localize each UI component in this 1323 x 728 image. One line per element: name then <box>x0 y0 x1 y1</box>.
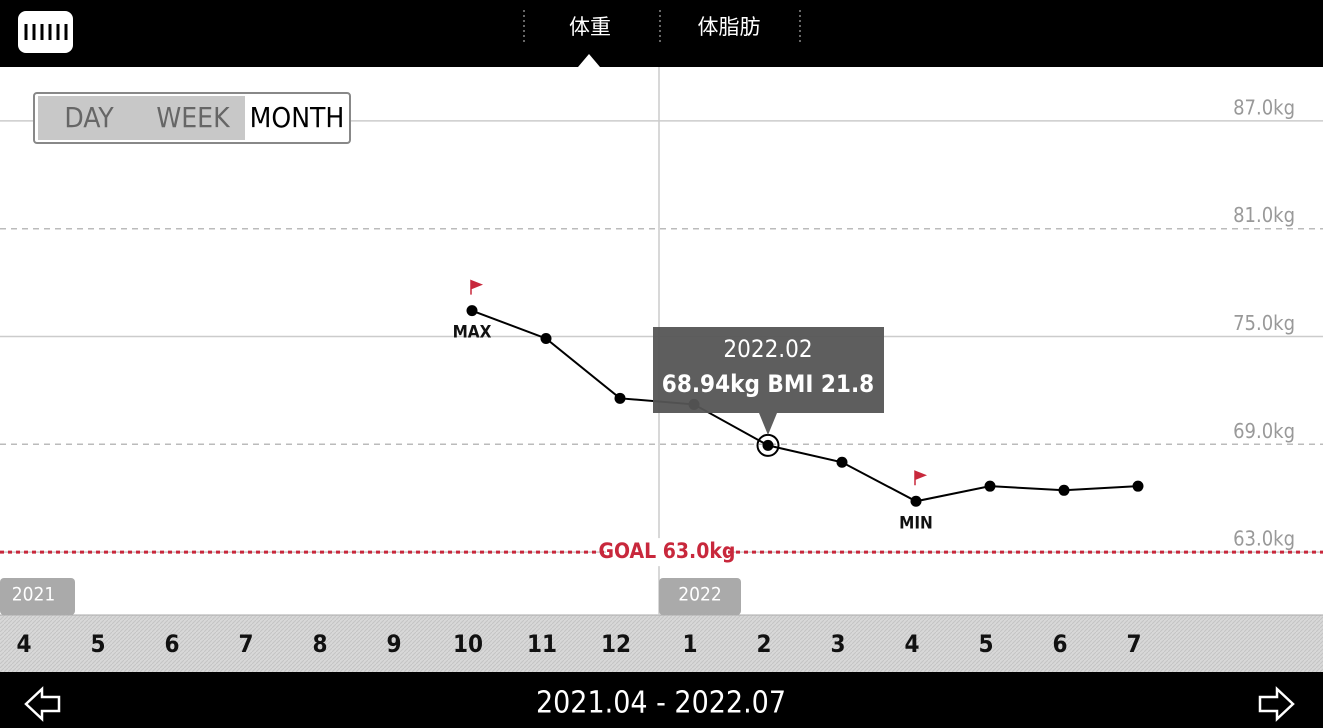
data-point <box>1058 484 1070 496</box>
app-icon[interactable] <box>18 11 73 53</box>
data-point <box>910 495 922 507</box>
prev-arrow[interactable] <box>24 686 61 722</box>
x-tick-label: 11 <box>527 630 557 658</box>
y-tick-label: 69.0kg <box>1233 419 1295 443</box>
x-tick-label: 7 <box>1126 630 1141 658</box>
footer-bar <box>0 672 1323 728</box>
x-tick-label: 5 <box>978 630 993 658</box>
x-tick-label: 6 <box>1052 630 1067 658</box>
flag <box>470 279 484 295</box>
data-point <box>836 456 848 468</box>
x-tick-label: 12 <box>601 630 631 658</box>
period-button[interactable]: DAY <box>64 101 114 134</box>
data-point <box>614 392 626 404</box>
tooltip-box <box>653 327 884 435</box>
y-tick-label: 81.0kg <box>1233 203 1295 227</box>
tab-indicator <box>578 54 600 67</box>
x-tick-label: 7 <box>238 630 253 658</box>
x-tick-label: 6 <box>164 630 179 658</box>
data-point <box>540 332 552 344</box>
header-bar <box>0 0 1323 67</box>
flag <box>914 470 928 486</box>
period-button[interactable]: WEEK <box>156 101 231 134</box>
data-point <box>984 480 996 492</box>
tooltip-text: 68.94kg BMI 21.8 <box>662 370 874 398</box>
goal-label: GOAL 63.0kg <box>599 539 736 563</box>
period-switch: DAY WEEK MONTH <box>33 92 351 144</box>
tooltip-title: 2022.02 <box>723 335 812 363</box>
x-tick-label: 4 <box>16 630 31 658</box>
year-tab <box>0 578 75 615</box>
data-point <box>1132 480 1144 492</box>
data-line <box>471 309 1139 503</box>
x-tick-label: 1 <box>682 630 697 658</box>
data-point <box>762 439 774 451</box>
y-tick-label: 87.0kg <box>1233 95 1295 119</box>
goal-label-bg <box>606 538 728 567</box>
x-tick-label: 2 <box>756 630 771 658</box>
tab[interactable]: 体重 <box>569 15 611 39</box>
data-point <box>466 305 478 317</box>
extreme-label: MIN <box>899 513 933 533</box>
x-tick-label: 5 <box>90 630 105 658</box>
y-tick-label: 63.0kg <box>1233 527 1295 551</box>
y-tick-label: 75.0kg <box>1233 311 1295 335</box>
x-tick-label: 4 <box>904 630 919 658</box>
x-tick-label: 9 <box>386 630 401 658</box>
period-button[interactable]: MONTH <box>250 101 345 134</box>
year-label: 2021 <box>12 584 56 606</box>
year-tab <box>659 578 741 615</box>
year-label: 2022 <box>678 584 722 606</box>
tab-separator <box>523 10 801 44</box>
date-range: 2021.04 - 2022.07 <box>536 686 786 721</box>
next-arrow[interactable] <box>1258 686 1295 722</box>
tab[interactable]: 体脂肪 <box>698 15 761 39</box>
extreme-label: MAX <box>453 323 492 343</box>
category-band <box>0 615 1323 672</box>
x-tick-label: 8 <box>312 630 327 658</box>
x-tick-label: 10 <box>453 630 483 658</box>
x-tick-label: 3 <box>830 630 845 658</box>
